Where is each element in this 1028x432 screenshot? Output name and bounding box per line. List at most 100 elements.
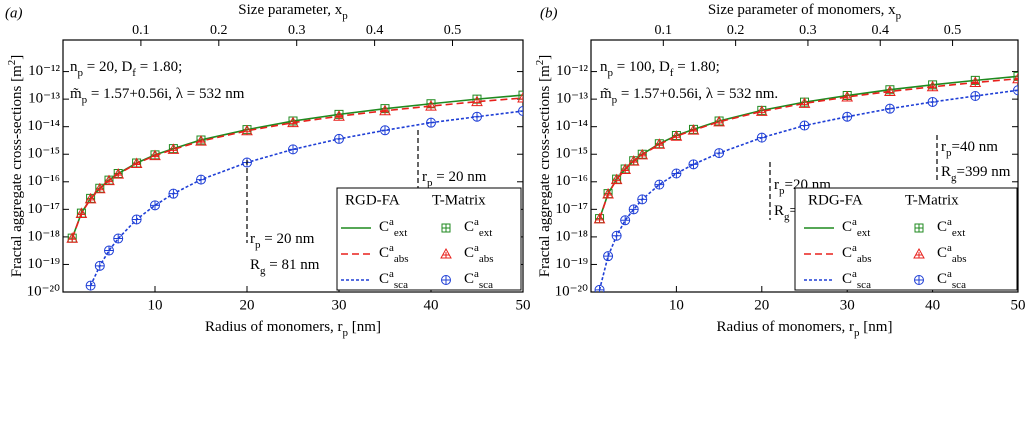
data-point: [755, 105, 768, 116]
legend-label: Caext: [937, 216, 965, 239]
panel-label: (b): [540, 5, 558, 21]
data-point: [518, 106, 523, 117]
data-point: [149, 149, 161, 161]
legend-label-part: abs: [857, 253, 872, 265]
x2-tick-label: 0.2: [210, 23, 228, 38]
data-point: [927, 96, 938, 107]
data-point: [518, 90, 523, 100]
data-point: [425, 100, 437, 111]
x2-tick-label: 0.1: [655, 23, 673, 38]
data-point: [66, 232, 79, 243]
annotation-text-part: r: [941, 139, 946, 155]
legend-header: RGD-FA: [345, 192, 400, 208]
annotation-text-part: =399 nm: [957, 164, 1011, 180]
legend-label-part: C: [464, 245, 474, 261]
info-text-part: = 1.57+0.56i, λ = 532 nm: [87, 86, 245, 102]
data-point: [1013, 71, 1018, 81]
data-point: [472, 111, 483, 122]
x2-tick-label: 0.4: [871, 23, 889, 38]
legend-label-part: ext: [952, 227, 965, 239]
annotation-text-part: g: [260, 265, 266, 277]
info-text-part: f: [132, 67, 136, 79]
annotation-text-part: r: [774, 177, 779, 193]
data-point: [636, 148, 649, 160]
x-tick-label: 30: [840, 297, 855, 313]
data-point: [380, 125, 391, 136]
legend-label-part: a: [389, 216, 394, 228]
data-point: [1012, 72, 1018, 84]
info-text-part: p: [82, 94, 88, 106]
y-tick-label: 10⁻¹⁵: [27, 146, 60, 162]
data-point: [627, 155, 640, 166]
y-axis-title-part: ]: [9, 55, 25, 60]
data-point: [687, 124, 700, 135]
annotation-text: Rg = 81 nm: [250, 257, 320, 276]
data-point: [926, 80, 939, 92]
data-point: [84, 192, 97, 204]
y-tick-label: 10⁻¹⁵: [555, 146, 588, 162]
data-point: [671, 168, 682, 179]
x2-tick-label: 0.4: [366, 23, 384, 38]
legend-marker: [914, 223, 924, 233]
legend-label-part: ext: [394, 227, 407, 239]
x-axis-title-part: p: [854, 327, 860, 339]
legend-label-part: sca: [394, 279, 408, 291]
legend-box: [336, 187, 522, 291]
info-text-part: = 1.80;: [136, 59, 182, 75]
data-point: [104, 245, 115, 256]
x-axis-title-part: Radius of monomers, r: [717, 319, 854, 335]
data-point: [94, 260, 105, 271]
data-point: [167, 143, 180, 154]
panel: (b) 10⁻²⁰ 10⁻¹⁹ 10⁻¹⁸ 10⁻¹⁷ 10⁻¹⁶ 10⁻¹⁵ 10⁻¹⁴ 10…: [534, 2, 1026, 338]
panel-label: (a): [5, 5, 23, 21]
data-point: [75, 207, 88, 218]
info-text-part: = 100, D: [613, 59, 670, 75]
info-text: m̃p = 1.57+0.56i, λ = 532 nm.: [600, 86, 778, 105]
data-point: [619, 163, 632, 174]
annotation-text-part: = 20 nm: [433, 169, 487, 185]
legend-label-part: C: [937, 245, 947, 261]
data-point: [334, 133, 345, 144]
legend-label: Caabs: [464, 242, 494, 265]
y-tick-label: 10⁻¹⁹: [555, 256, 588, 272]
x-tick-label: 40: [925, 297, 940, 313]
legend-marker: [441, 275, 452, 285]
legend-label-part: a: [474, 216, 479, 228]
info-text-part: = 20, D: [83, 59, 132, 75]
data-point: [1013, 85, 1018, 96]
data-point: [714, 148, 725, 159]
x-axis-title: Radius of monomers, rp [nm]: [717, 319, 893, 338]
info-text-part: p: [612, 94, 618, 106]
x2-tick-label: 0.3: [288, 23, 306, 38]
annotation-text-part: p: [779, 185, 785, 197]
data-point: [426, 117, 437, 128]
data-point: [471, 95, 483, 107]
data-point: [241, 124, 253, 136]
data-point: [756, 132, 767, 143]
data-point: [113, 233, 124, 244]
y-axis-title-part: Fractal aggregate cross-sections [m: [537, 65, 553, 277]
annotation-text: rp = 20 nm: [250, 231, 315, 250]
data-point: [85, 280, 96, 291]
legend-label-part: sca: [857, 279, 871, 291]
legend-label-part: C: [464, 219, 474, 235]
x2-axis-title-part: Size parameter, x: [238, 2, 342, 18]
data-point: [653, 138, 666, 149]
annotation-text-part: = 20 nm: [261, 231, 315, 247]
plot-frame: [62, 39, 524, 293]
legend-label: Casca: [379, 268, 408, 291]
info-text-part: n: [600, 59, 608, 75]
annotation-text-part: R: [250, 257, 260, 273]
plot-frame: [590, 39, 1019, 293]
data-point: [688, 159, 699, 170]
x2-tick-label: 0.1: [132, 23, 150, 38]
legend-label-part: abs: [479, 253, 494, 265]
data-point: [333, 110, 345, 121]
info-text: m̃p = 1.57+0.56i, λ = 532 nm: [70, 86, 245, 105]
plot-area: [593, 71, 1018, 292]
legend-label-part: a: [389, 242, 394, 254]
y-tick-label: 10⁻¹³: [556, 91, 588, 107]
data-point: [670, 130, 683, 141]
